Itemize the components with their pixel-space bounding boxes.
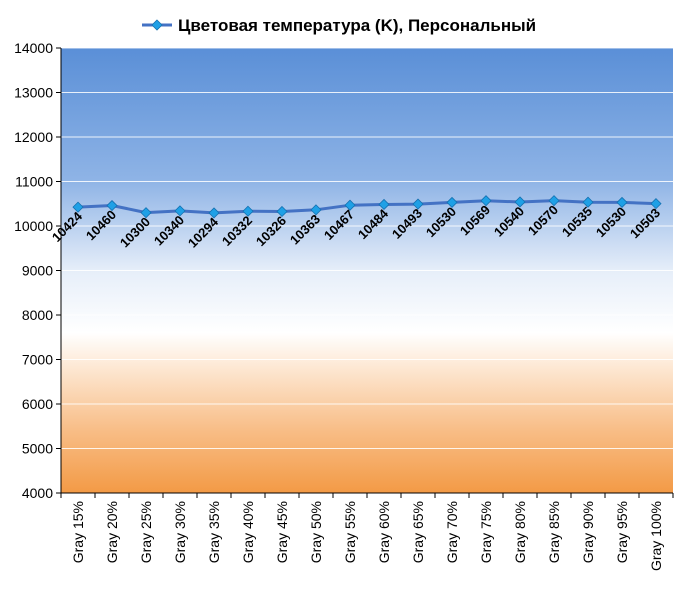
y-axis-ticks: 4000 5000 6000 7000 8000 9000 10000 11000 12000 1…	[14, 40, 61, 501]
x-tick-label: Gray 35%	[206, 501, 222, 563]
x-tick-label: Gray 60%	[376, 501, 392, 563]
y-tick-label: 5000	[22, 441, 53, 457]
x-tick-label: Gray 45%	[274, 501, 290, 563]
y-tick-label: 12000	[14, 129, 53, 145]
data-point-marker	[106, 199, 118, 212]
legend: Цветовая температура (K), Персональный	[142, 16, 536, 35]
series-line-path	[77, 199, 657, 215]
x-tick-label: Gray 95%	[614, 501, 630, 563]
x-tick-label: Gray 20%	[104, 501, 120, 563]
legend-label: Цветовая температура (K), Персональный	[178, 16, 536, 35]
x-tick-label: Gray 30%	[172, 501, 188, 563]
x-axis-ticks: Gray 15% Gray 20% Gray 25% Gray 30% Gray 35%…	[60, 493, 674, 571]
data-point-marker	[276, 205, 288, 218]
data-point-marker	[174, 205, 186, 217]
y-tick-label: 7000	[22, 352, 53, 368]
y-tick-label: 10000	[14, 218, 53, 234]
x-tick-label: Gray 65%	[410, 501, 426, 563]
x-tick-label: Gray 80%	[512, 501, 528, 563]
x-tick-label: Gray 75%	[478, 501, 494, 563]
data-point-marker	[140, 207, 152, 219]
y-tick-label: 13000	[14, 85, 53, 101]
legend-marker-icon	[151, 19, 163, 31]
x-tick-label: Gray 90%	[580, 501, 596, 563]
x-tick-label: Gray 85%	[546, 501, 562, 563]
x-tick-label: Gray 55%	[342, 501, 358, 563]
data-point-marker	[310, 204, 322, 216]
data-point-marker	[480, 195, 492, 207]
y-tick-label: 8000	[22, 307, 53, 323]
data-point-marker	[582, 196, 594, 208]
y-tick-label: 14000	[14, 40, 53, 56]
data-point-marker	[514, 196, 526, 208]
data-point-marker	[548, 195, 560, 207]
data-point-marker	[208, 207, 220, 219]
x-tick-label: Gray 50%	[308, 501, 324, 563]
data-point-marker	[650, 198, 662, 210]
y-tick-label: 9000	[22, 263, 53, 279]
x-tick-label: Gray 25%	[138, 501, 154, 563]
data-point-marker	[72, 201, 84, 213]
data-point-marker	[616, 196, 628, 208]
x-tick-label: Gray 70%	[444, 501, 460, 563]
gridlines	[61, 47, 673, 449]
y-tick-label: 11000	[15, 174, 53, 190]
y-tick-label: 6000	[22, 396, 53, 412]
data-point-marker	[344, 199, 356, 211]
y-tick-label: 4000	[22, 485, 53, 501]
x-tick-label: Gray 100%	[648, 501, 664, 571]
x-tick-label: Gray 40%	[240, 501, 256, 563]
data-point-marker	[412, 198, 424, 210]
data-point-marker	[446, 196, 458, 208]
series-line	[72, 195, 662, 219]
data-point-marker	[378, 198, 390, 211]
data-point-marker	[242, 205, 254, 217]
x-tick-label: Gray 15%	[70, 501, 86, 563]
